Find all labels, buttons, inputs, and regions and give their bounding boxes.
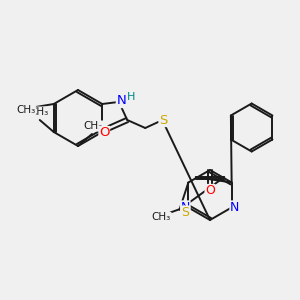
Text: CH₃: CH₃ — [16, 105, 35, 115]
Text: O: O — [99, 127, 110, 140]
Text: S: S — [159, 113, 167, 127]
Text: CH₃: CH₃ — [83, 121, 103, 131]
Text: N: N — [181, 201, 190, 214]
Text: O: O — [205, 184, 215, 197]
Text: N: N — [230, 201, 239, 214]
Text: H: H — [127, 92, 135, 102]
Text: S: S — [182, 206, 190, 219]
Text: N: N — [116, 94, 126, 107]
Text: CH₃: CH₃ — [152, 212, 171, 223]
Text: CH₃: CH₃ — [29, 107, 48, 117]
